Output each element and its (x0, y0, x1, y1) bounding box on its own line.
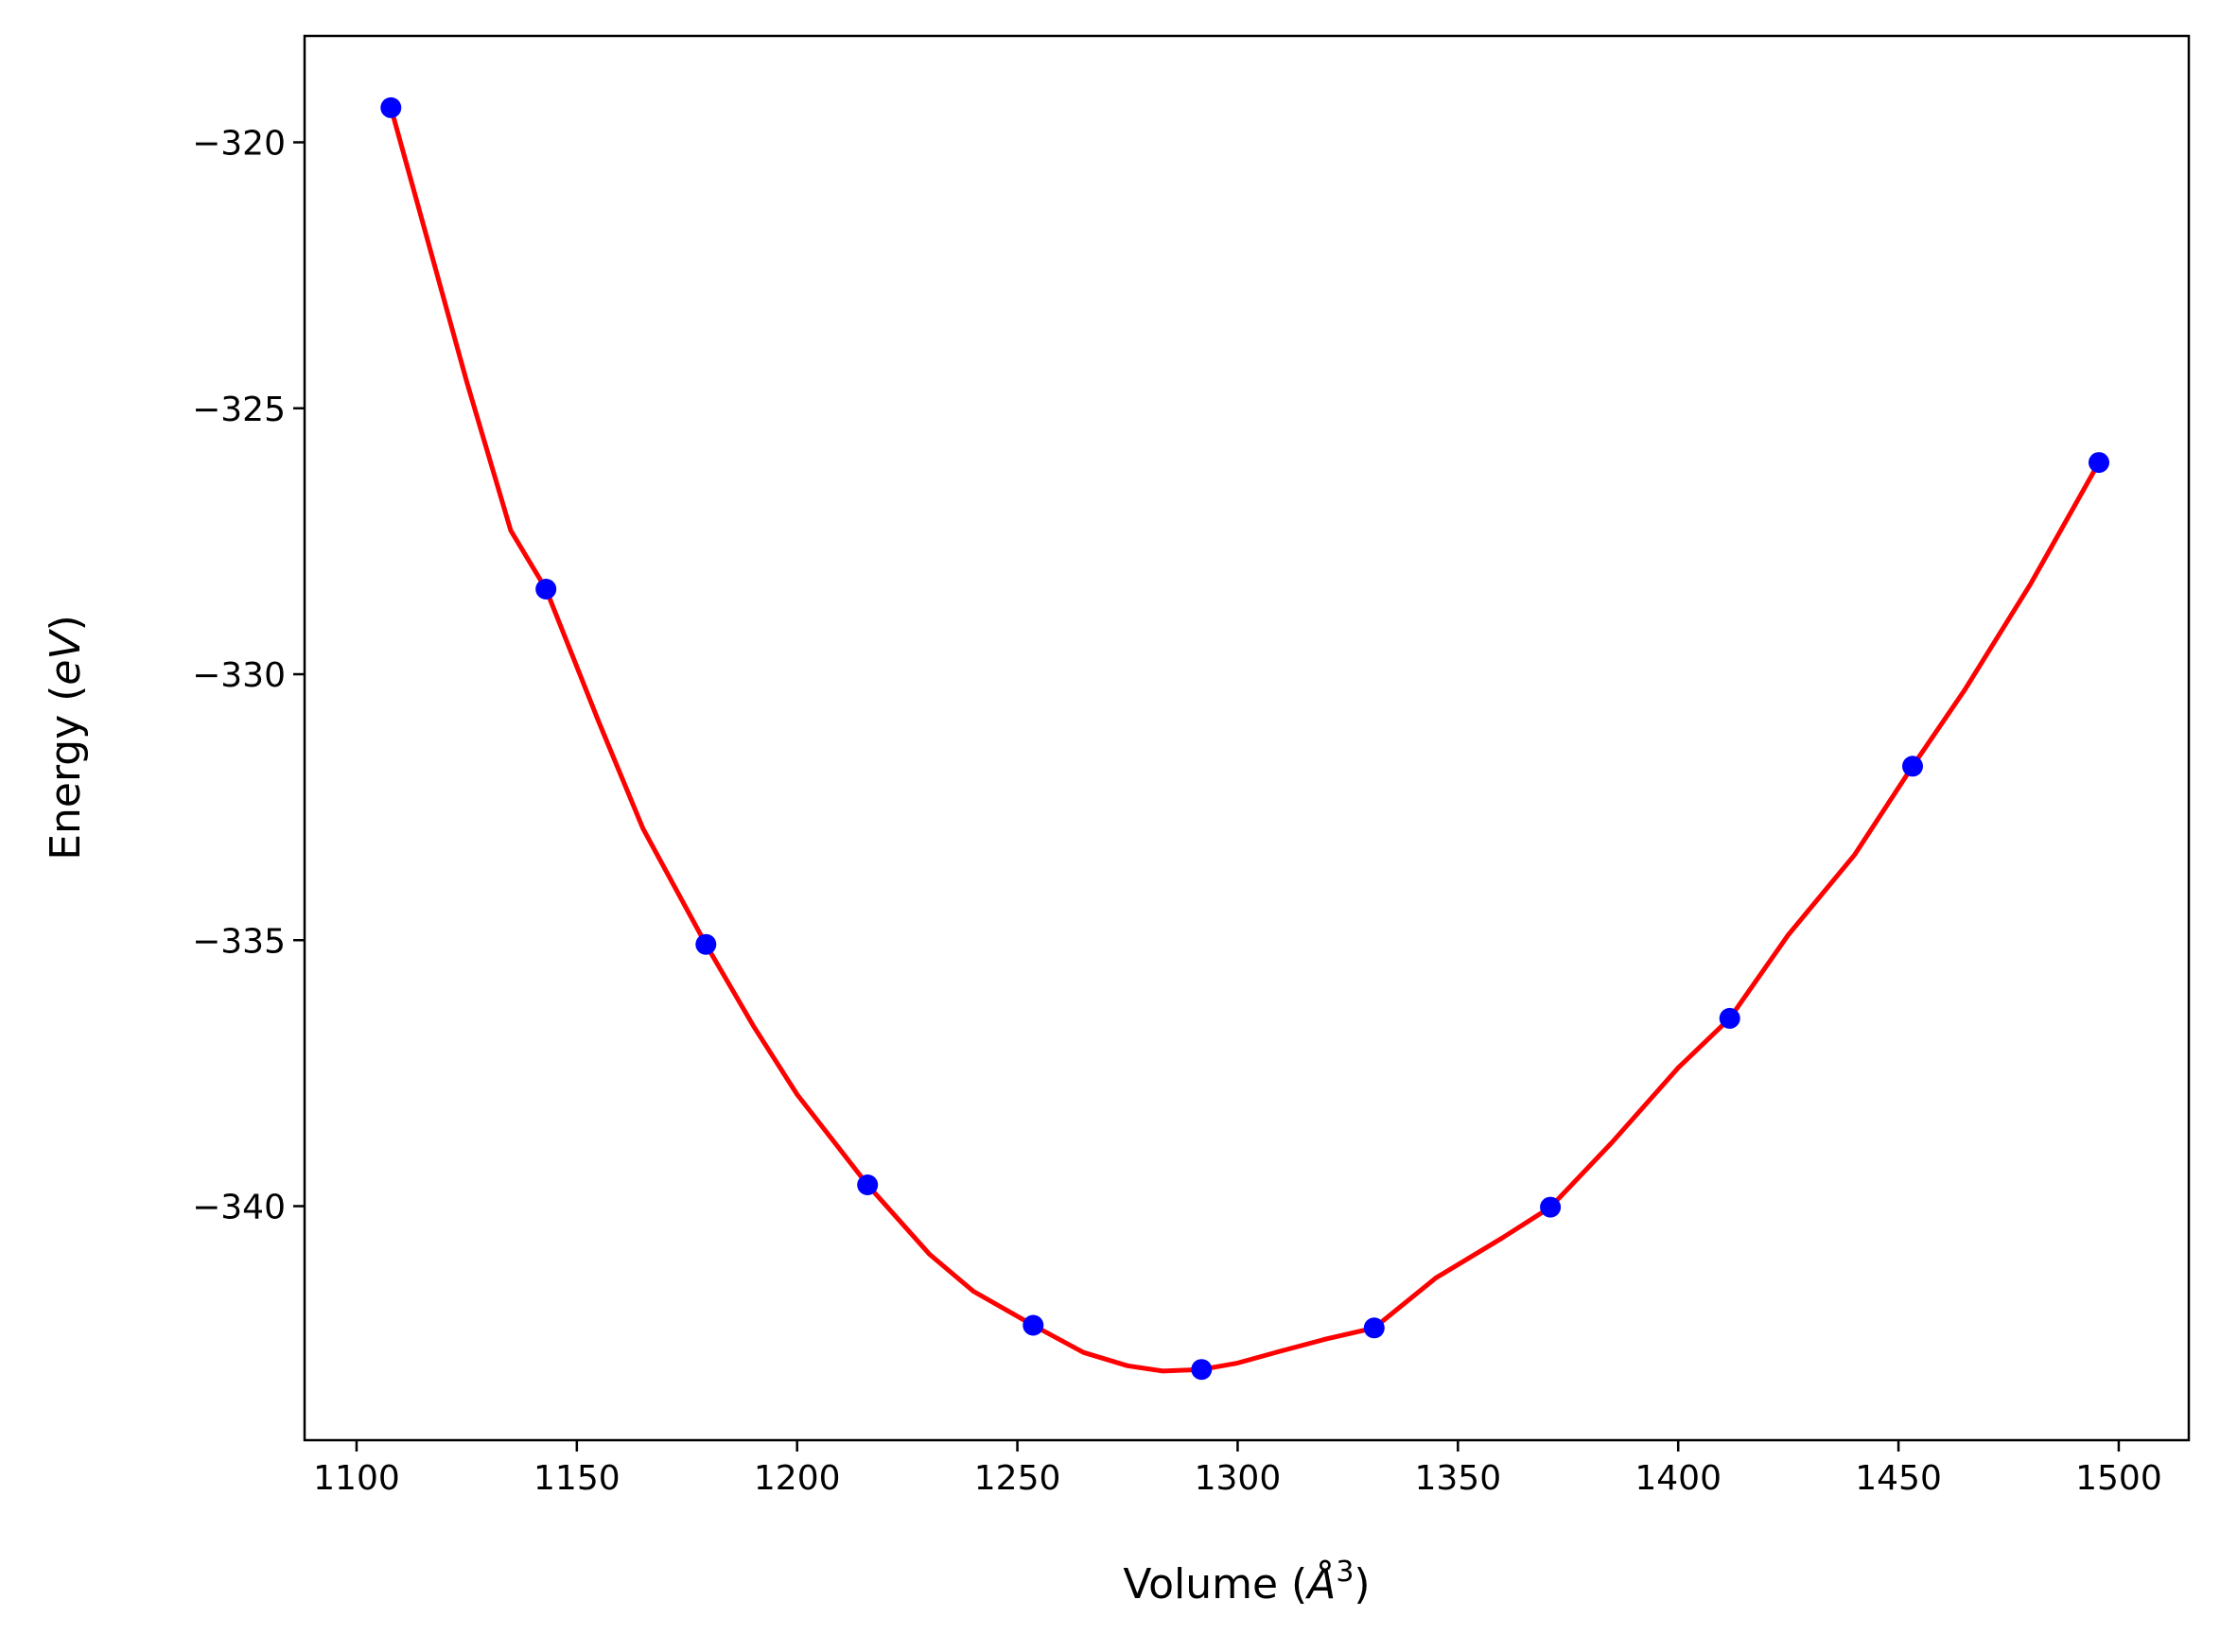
data-point (1363, 1317, 1385, 1339)
data-point (1719, 1007, 1740, 1029)
x-axis-label: Volume (Å3) (1123, 1556, 1370, 1609)
x-tick-label: 1300 (1195, 1459, 1282, 1498)
data-point (2089, 452, 2109, 474)
y-tick-label: −330 (192, 656, 286, 695)
data-point (695, 933, 717, 955)
x-axis-label-close: ) (1354, 1560, 1370, 1609)
x-tick-label: 1200 (754, 1459, 841, 1498)
x-axis-unit-symbol: Å (1304, 1558, 1336, 1609)
x-axis-label-text: Volume ( (1123, 1560, 1307, 1609)
x-tick-label: 1450 (1855, 1459, 1942, 1498)
x-tick-label: 1150 (533, 1459, 621, 1498)
y-axis-label: Energy (eV) (42, 615, 90, 861)
y-axis-label-close: ) (42, 615, 90, 631)
y-axis-unit: eV (42, 629, 90, 686)
x-tick-label: 1400 (1634, 1459, 1722, 1498)
y-tick-label: −340 (192, 1189, 286, 1227)
y-axis-label-text: Energy ( (42, 686, 90, 861)
data-point (1023, 1314, 1044, 1336)
x-tick-label: 1500 (2075, 1459, 2162, 1498)
data-point (1902, 756, 1923, 777)
x-axis-unit-exponent: 3 (1336, 1556, 1354, 1589)
plot-frame (303, 34, 2191, 1442)
y-tick-label: −325 (192, 391, 286, 429)
y-axis-ticks: −320 −325 −330 −335 −340 (192, 125, 305, 1227)
y-tick-label: −320 (192, 125, 286, 164)
data-point (380, 96, 402, 118)
x-tick-label: 1350 (1415, 1459, 1502, 1498)
data-points-layer (380, 96, 2109, 1381)
fit-curve-layer (388, 107, 2102, 1374)
data-point (1540, 1196, 1562, 1218)
x-axis-ticks: 1100 1150 1200 1250 1300 1350 1400 1450 1500 (313, 1440, 2162, 1498)
x-tick-label: 1250 (974, 1459, 1061, 1498)
y-tick-label: −335 (192, 922, 286, 961)
data-point (535, 579, 557, 600)
x-tick-label: 1100 (313, 1459, 400, 1498)
data-point (1191, 1359, 1213, 1381)
fit-curve (388, 107, 2102, 1374)
data-point (857, 1174, 879, 1195)
